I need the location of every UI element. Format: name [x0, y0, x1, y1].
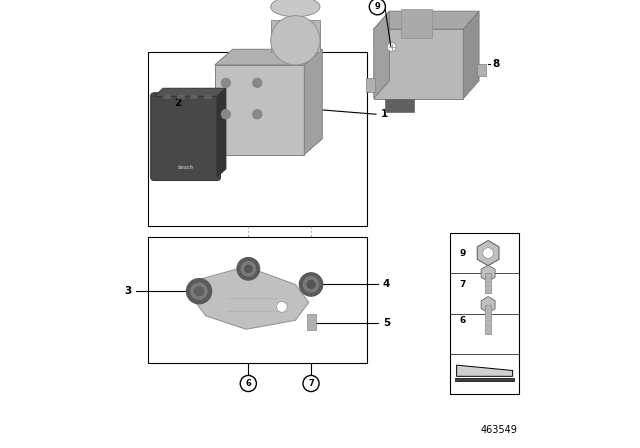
Polygon shape	[457, 365, 513, 376]
Text: 4: 4	[383, 280, 390, 289]
Polygon shape	[215, 49, 323, 65]
Circle shape	[276, 302, 287, 312]
Text: bosch: bosch	[177, 164, 194, 170]
Bar	[374, 29, 463, 99]
Circle shape	[221, 110, 230, 119]
Polygon shape	[374, 11, 389, 99]
Bar	[148, 52, 367, 226]
Bar	[365, 78, 374, 92]
Circle shape	[303, 277, 319, 292]
Bar	[485, 305, 491, 334]
Circle shape	[369, 0, 385, 15]
Circle shape	[483, 248, 493, 258]
Polygon shape	[217, 88, 226, 177]
Circle shape	[241, 262, 255, 276]
Circle shape	[303, 375, 319, 392]
Bar	[307, 314, 316, 330]
Polygon shape	[305, 49, 323, 155]
Bar	[477, 64, 486, 76]
Circle shape	[237, 258, 260, 280]
Bar	[450, 233, 520, 394]
FancyBboxPatch shape	[150, 93, 221, 181]
Bar	[215, 65, 305, 155]
Text: 3: 3	[125, 286, 132, 296]
Circle shape	[300, 273, 323, 296]
Text: 7: 7	[308, 379, 314, 388]
Bar	[455, 378, 514, 381]
Circle shape	[387, 43, 396, 52]
Text: 463549: 463549	[480, 426, 517, 435]
Text: 6: 6	[460, 316, 465, 325]
Ellipse shape	[271, 16, 320, 65]
Polygon shape	[481, 297, 495, 313]
Text: 8: 8	[493, 59, 500, 69]
Circle shape	[221, 78, 230, 87]
Text: 9: 9	[460, 249, 466, 258]
Circle shape	[253, 110, 262, 119]
Circle shape	[244, 265, 252, 272]
Bar	[177, 94, 185, 99]
Circle shape	[307, 280, 315, 289]
Circle shape	[240, 375, 257, 392]
Text: 6: 6	[245, 379, 252, 388]
Bar	[271, 20, 320, 52]
Ellipse shape	[271, 0, 320, 17]
Circle shape	[253, 78, 262, 87]
Polygon shape	[477, 241, 499, 266]
Text: 2: 2	[174, 98, 181, 108]
Polygon shape	[374, 11, 479, 29]
Bar	[148, 237, 367, 363]
Bar	[401, 9, 432, 38]
Bar	[190, 94, 198, 99]
Polygon shape	[481, 265, 495, 281]
Circle shape	[191, 283, 207, 299]
Text: 5: 5	[383, 318, 390, 327]
Bar	[385, 99, 414, 112]
Polygon shape	[463, 11, 479, 99]
Bar	[204, 94, 212, 99]
Polygon shape	[192, 267, 309, 329]
Text: 7: 7	[460, 280, 466, 289]
Polygon shape	[154, 88, 226, 96]
Text: 1: 1	[380, 109, 388, 119]
Circle shape	[195, 287, 204, 296]
Text: 9: 9	[374, 2, 380, 11]
Bar	[163, 94, 172, 99]
Circle shape	[186, 279, 212, 304]
Bar	[485, 273, 491, 293]
